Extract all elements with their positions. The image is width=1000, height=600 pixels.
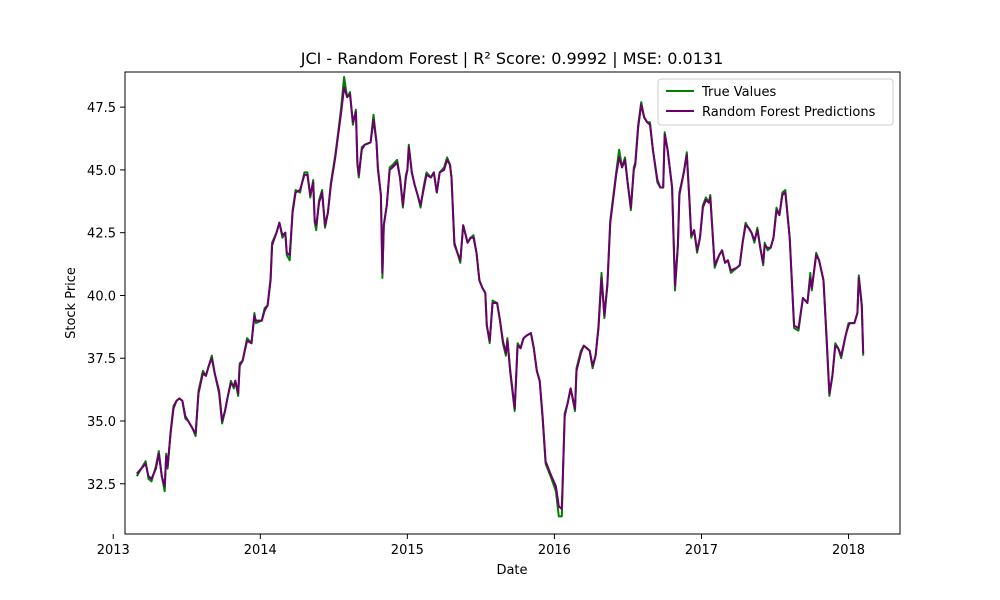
x-tick-label: 2014 [244,543,277,558]
x-tick-label: 2018 [832,543,865,558]
x-tick-label: 2013 [97,543,130,558]
y-tick-label: 35.0 [87,415,116,430]
legend: True Values Random Forest Predictions [657,78,894,126]
y-tick-label: 32.5 [87,478,116,493]
x-axis: 2013 2014 2015 2016 2017 2018 [97,534,865,558]
plot-area [124,71,901,535]
y-tick-label: 42.5 [87,227,116,242]
chart-title: JCI - Random Forest | R² Score: 0.9992 |… [300,49,724,68]
series-line-random-forest-predictions [136,86,865,510]
y-tick-label: 47.5 [87,101,116,116]
x-axis-label: Date [496,563,527,578]
series-layer [135,76,865,518]
y-axis: 32.5 35.0 37.5 40.0 42.5 45.0 47.5 [87,101,125,493]
legend-box [657,78,894,126]
x-tick-label: 2015 [391,543,424,558]
y-axis-label: Stock Price [64,267,79,339]
y-tick-label: 37.5 [87,352,116,367]
legend-label-true-values: True Values [701,85,776,100]
x-tick-label: 2016 [538,543,571,558]
y-tick-label: 45.0 [87,164,116,179]
legend-label-random-forest-predictions: Random Forest Predictions [702,105,876,120]
x-tick-label: 2017 [685,543,718,558]
y-tick-label: 40.0 [87,289,116,304]
